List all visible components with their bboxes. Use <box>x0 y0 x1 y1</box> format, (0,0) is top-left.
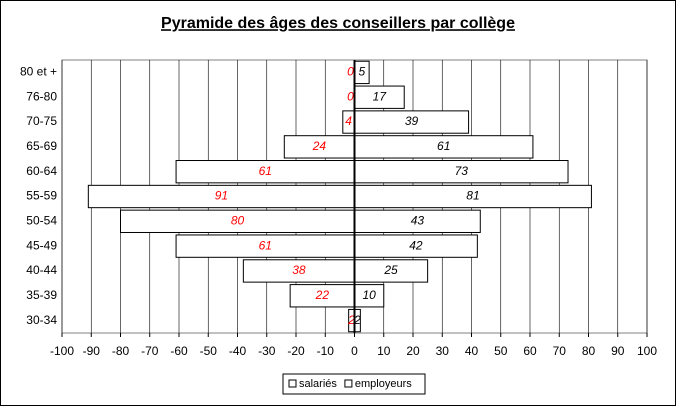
value-label: 61 <box>259 164 272 178</box>
value-label: 22 <box>315 288 330 302</box>
value-label: 17 <box>373 89 388 103</box>
x-tick-label: -30 <box>258 344 276 358</box>
value-label: 24 <box>312 139 327 153</box>
value-label: 2 <box>347 313 355 327</box>
y-tick-label: 70-75 <box>26 114 57 128</box>
value-label: 43 <box>411 213 425 227</box>
x-tick-label: 90 <box>611 344 625 358</box>
legend-box <box>282 373 426 395</box>
x-tick-label: -70 <box>141 344 159 358</box>
chart-title: Pyramide des âges des conseillers par co… <box>161 15 515 32</box>
y-tick-label: 50-54 <box>26 213 57 227</box>
value-label: 2 <box>353 313 361 327</box>
x-tick-label: 20 <box>406 344 420 358</box>
y-tick-label: 45-49 <box>26 238 57 252</box>
value-label: 10 <box>362 288 376 302</box>
value-label: 39 <box>405 114 419 128</box>
y-tick-label: 60-64 <box>26 164 57 178</box>
y-tick-label: 35-39 <box>26 288 57 302</box>
x-tick-label: -100 <box>50 344 74 358</box>
x-tick-label: 70 <box>553 344 567 358</box>
x-tick-label: -20 <box>287 344 305 358</box>
x-tick-label: 100 <box>637 344 657 358</box>
value-label: 61 <box>259 238 272 252</box>
y-tick-label: 55-59 <box>26 189 57 203</box>
x-tick-label: -80 <box>112 344 130 358</box>
legend-swatch <box>344 379 353 388</box>
value-label: 25 <box>383 263 398 277</box>
legend-swatch <box>288 379 297 388</box>
x-tick-label: 60 <box>523 344 537 358</box>
y-tick-label: 40-44 <box>26 263 57 277</box>
value-label: 0 <box>347 89 354 103</box>
x-tick-label: -50 <box>200 344 218 358</box>
value-label: 73 <box>455 164 469 178</box>
legend-label: salariés <box>299 378 337 390</box>
x-tick-label: 40 <box>465 344 479 358</box>
x-tick-label: -40 <box>229 344 247 358</box>
x-tick-label: -90 <box>83 344 101 358</box>
x-tick-label: -60 <box>170 344 188 358</box>
value-label: 80 <box>231 213 245 227</box>
x-tick-label: -10 <box>317 344 335 358</box>
legend-label: employeurs <box>355 378 412 390</box>
x-tick-label: 30 <box>436 344 450 358</box>
value-label: 61 <box>437 139 450 153</box>
y-tick-label: 80 et + <box>20 65 57 79</box>
value-label: 4 <box>345 114 352 128</box>
x-tick-label: 80 <box>582 344 596 358</box>
value-label: 38 <box>292 263 306 277</box>
value-label: 81 <box>466 189 479 203</box>
y-tick-label: 76-80 <box>26 89 57 103</box>
value-label: 5 <box>358 65 365 79</box>
y-tick-label: 65-69 <box>26 139 57 153</box>
x-tick-label: 10 <box>377 344 391 358</box>
value-label: 91 <box>215 189 228 203</box>
y-tick-label: 30-34 <box>26 313 57 327</box>
x-tick-label: 0 <box>351 344 358 358</box>
value-label: 0 <box>347 65 354 79</box>
x-tick-label: 50 <box>494 344 508 358</box>
value-label: 42 <box>409 238 423 252</box>
